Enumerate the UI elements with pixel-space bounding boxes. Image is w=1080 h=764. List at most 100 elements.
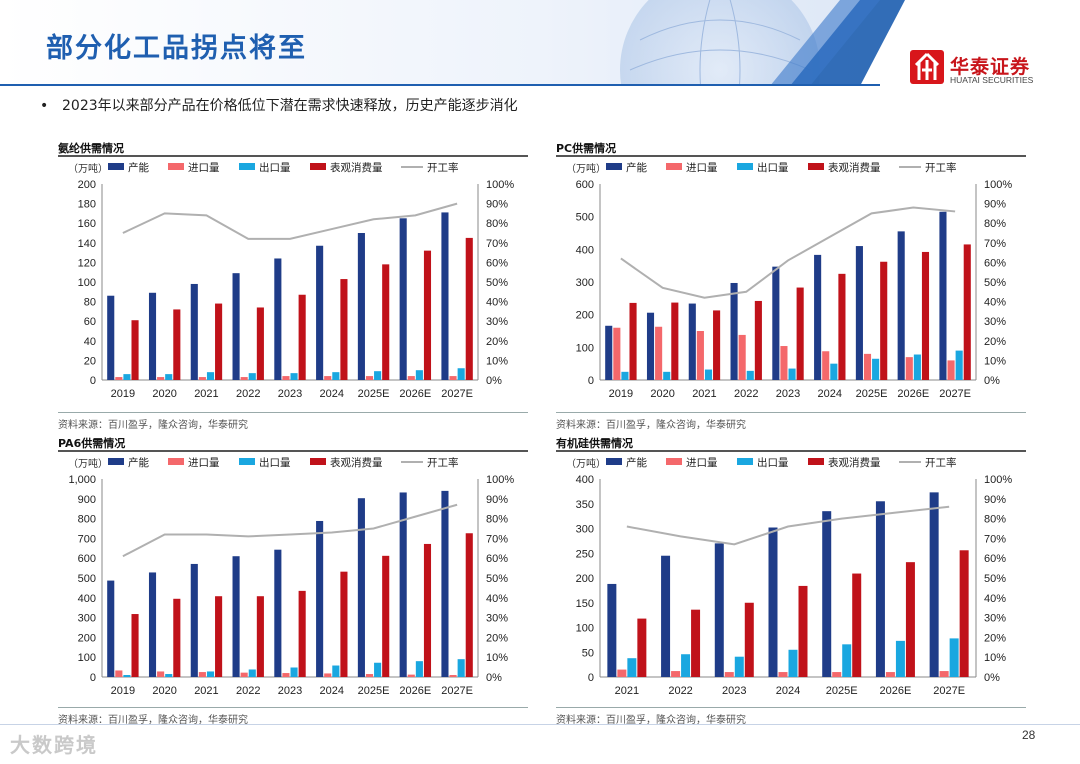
bar-capacity	[688, 303, 696, 380]
x-tick-label: 2026E	[399, 388, 431, 400]
y-tick-label: 120	[78, 257, 96, 269]
legend-swatch	[606, 458, 622, 465]
legend-swatch	[310, 163, 326, 170]
bar-export	[872, 358, 880, 380]
bar-consumption	[340, 571, 348, 677]
y2-tick-label: 100%	[984, 474, 1012, 486]
title-underline	[0, 84, 880, 86]
x-tick-label: 2022	[236, 388, 260, 400]
y-tick-label: 60	[84, 316, 96, 328]
y-tick-label: 100	[78, 277, 96, 289]
y2-tick-label: 30%	[984, 613, 1006, 625]
source-rule	[556, 707, 1026, 708]
y2-tick-label: 70%	[486, 533, 508, 545]
logo-text-en: HUATAI SECURITIES	[950, 75, 1034, 85]
y-tick-label: 100	[576, 342, 594, 354]
x-tick-label: 2020	[152, 388, 176, 400]
y-tick-label: 700	[78, 533, 96, 545]
bar-capacity	[190, 283, 198, 380]
y2-tick-label: 80%	[486, 218, 508, 230]
bullet-dot: •	[40, 98, 49, 114]
legend-swatch	[239, 458, 255, 465]
bar-export	[332, 665, 340, 677]
y-tick-label: 900	[78, 494, 96, 506]
huatai-logo: 华泰证券 HUATAI SECURITIES	[910, 50, 1050, 90]
bar-capacity	[232, 556, 240, 677]
bar-export	[123, 374, 131, 380]
bar-export	[123, 675, 131, 677]
bar-export	[663, 371, 671, 380]
legend-label: 开工率	[427, 456, 459, 469]
chart-spandex: （万吨） 产能 进口量 出口量 表观消费量 开工率 0 20 40 60 80 100 120 140 16…	[68, 161, 514, 400]
bar-import	[324, 673, 332, 677]
bar-consumption	[131, 320, 139, 380]
chart-silicone: （万吨） 产能 进口量 出口量 表观消费量 开工率 0 50 100 150 200 250 300 35…	[566, 456, 1012, 697]
legend-label: 产能	[626, 456, 647, 469]
utilization-line	[626, 505, 950, 546]
y2-tick-label: 50%	[984, 573, 1006, 585]
bar-import	[157, 671, 165, 677]
x-tick-label: 2021	[194, 388, 218, 400]
chart-title-pa6: PA6供需情况	[58, 437, 126, 450]
bar-import	[613, 327, 621, 380]
y2-tick-label: 60%	[984, 553, 1006, 565]
y-tick-label: 600	[78, 553, 96, 565]
bar-consumption	[298, 590, 306, 677]
y-tick-label: 40	[84, 336, 96, 348]
bar-consumption	[852, 573, 862, 677]
bar-capacity	[822, 511, 832, 677]
bar-export	[374, 371, 382, 380]
legend-label: 产能	[626, 161, 647, 174]
y-tick-label: 50	[582, 647, 594, 659]
bar-consumption	[382, 555, 390, 677]
bar-import	[885, 672, 895, 677]
legend-swatch	[606, 163, 622, 170]
legend-label: 出口量	[757, 456, 789, 469]
y2-tick-label: 20%	[486, 336, 508, 348]
bar-capacity	[316, 520, 324, 677]
bar-export	[415, 370, 423, 380]
y2-tick-label: 10%	[486, 355, 508, 367]
bar-consumption	[963, 244, 971, 380]
logo-mark-icon	[910, 50, 944, 84]
x-tick-label: 2021	[692, 388, 716, 400]
y-tick-label: 0	[588, 375, 594, 387]
bar-capacity	[190, 563, 198, 677]
legend-label: 出口量	[757, 161, 789, 174]
bar-import	[947, 360, 955, 380]
x-tick-label: 2023	[722, 685, 746, 697]
bar-capacity	[939, 211, 947, 380]
x-tick-label: 2027E	[933, 685, 965, 697]
bar-capacity	[661, 555, 671, 677]
y2-tick-label: 10%	[486, 652, 508, 664]
bar-import	[157, 377, 165, 380]
bar-consumption	[959, 550, 969, 677]
x-tick-label: 2024	[776, 685, 800, 697]
source-note: 资料来源：百川盈孚，隆众咨询，华泰研究	[58, 715, 248, 726]
bar-export	[165, 674, 173, 677]
bar-consumption	[921, 251, 930, 380]
legend-swatch	[808, 163, 824, 170]
bar-import	[282, 673, 290, 677]
bar-consumption	[215, 596, 223, 677]
chart-title-rule	[556, 155, 1026, 157]
x-tick-label: 2025E	[358, 685, 390, 697]
legend-swatch	[808, 458, 824, 465]
page-number: 28	[1022, 728, 1036, 742]
chart-title-rule	[556, 450, 1026, 452]
x-tick-label: 2021	[615, 685, 639, 697]
y2-tick-label: 90%	[486, 494, 508, 506]
y2-tick-label: 80%	[984, 218, 1006, 230]
bullet-point: • 2023年以来部分产品在价格低位下潜在需求快速释放，历史产能逐步消化	[40, 95, 518, 115]
bar-export	[949, 638, 959, 677]
bar-consumption	[629, 302, 637, 380]
bar-consumption	[713, 310, 721, 380]
y-tick-label: 500	[576, 212, 594, 224]
y-tick-label: 500	[78, 573, 96, 585]
y2-tick-label: 40%	[984, 593, 1006, 605]
y2-tick-label: 0%	[984, 375, 1000, 387]
legend-swatch	[239, 163, 255, 170]
bar-capacity	[399, 218, 407, 380]
legend-label: 进口量	[686, 457, 718, 469]
chart-title-pc: PC供需情况	[556, 142, 617, 155]
